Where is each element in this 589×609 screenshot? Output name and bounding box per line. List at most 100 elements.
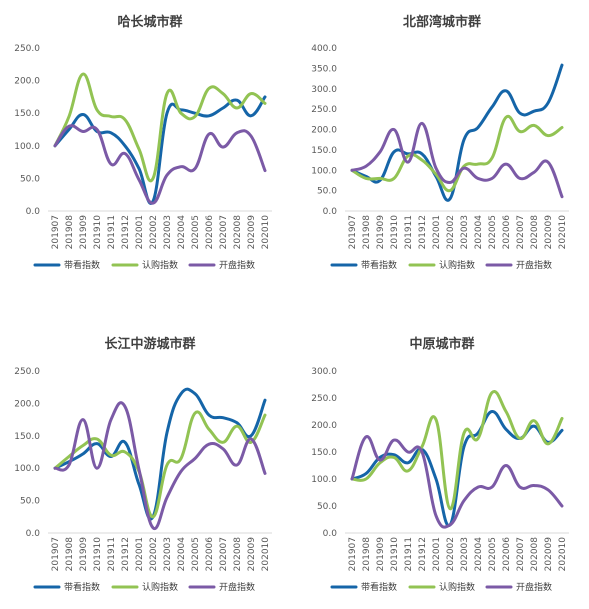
x-tick-label: 202002 <box>149 215 159 249</box>
y-tick-label: 300.0 <box>311 85 337 95</box>
chart-haichang: 哈长城市群 0.0 50.0 100.0 150.0 200.0 250.0 201907 20… <box>14 14 272 271</box>
y-tick-label: 150.0 <box>311 146 337 156</box>
x-tick-label: 202008 <box>530 215 540 250</box>
chart-title: 北部湾城市群 <box>403 14 481 30</box>
x-tick-label: 202002 <box>149 537 159 571</box>
y-tick-label: 0.0 <box>323 207 338 217</box>
x-tick-label: 201908 <box>65 537 75 572</box>
x-tick-label: 202006 <box>502 537 512 572</box>
legend-label: 带看指数 <box>64 259 100 271</box>
x-tick-label: 202004 <box>474 537 484 572</box>
legend-label: 带看指数 <box>64 581 100 593</box>
x-tick-label: 202009 <box>544 537 554 572</box>
x-tick-label: 201911 <box>107 215 117 249</box>
x-tick-label: 202006 <box>205 215 215 250</box>
x-tick-label: 201907 <box>348 537 358 571</box>
x-tick-label: 202010 <box>558 537 568 572</box>
series-line <box>53 124 267 205</box>
x-tick-label: 202007 <box>516 215 526 249</box>
x-tick-label: 202010 <box>261 537 271 572</box>
x-tick-label: 201910 <box>390 537 400 572</box>
x-tick-label: 201908 <box>65 215 75 250</box>
x-tick-label: 202008 <box>233 215 243 250</box>
x-tick-label: 201909 <box>79 537 89 572</box>
series-line <box>350 435 564 529</box>
y-tick-label: 0.0 <box>323 529 338 539</box>
x-tick-label: 201912 <box>121 537 131 571</box>
x-tick-label: 201910 <box>390 215 400 250</box>
x-tick-label: 202010 <box>261 215 271 250</box>
legend-label: 开盘指数 <box>219 259 255 271</box>
y-tick-label: 200.0 <box>14 77 40 87</box>
y-tick-label: 0.0 <box>26 207 41 217</box>
series-line <box>350 63 564 202</box>
y-tick-label: 50.0 <box>317 502 337 512</box>
x-tick-label: 201910 <box>93 215 103 250</box>
x-tick-label: 201909 <box>376 215 386 250</box>
y-tick-label: 400.0 <box>311 44 337 54</box>
x-tick-label: 202004 <box>177 215 187 250</box>
y-tick-label: 250.0 <box>311 105 337 115</box>
x-tick-label: 201911 <box>404 215 414 249</box>
x-tick-label: 201912 <box>121 215 131 249</box>
x-tick-label: 202009 <box>247 537 257 572</box>
y-tick-label: 50.0 <box>20 497 40 507</box>
x-tick-label: 202007 <box>516 537 526 571</box>
y-tick-label: 350.0 <box>311 64 337 74</box>
chart-title: 长江中游城市群 <box>104 336 195 352</box>
y-tick-label: 150.0 <box>14 109 40 119</box>
chart-beibuwan: 北部湾城市群 0.0 50.0 100.0 150.0 200.0 250.0 300.0 35… <box>311 14 569 271</box>
x-tick-label: 202006 <box>502 215 512 250</box>
legend-label: 开盘指数 <box>516 581 552 593</box>
series-line <box>350 121 564 199</box>
x-tick-label: 201907 <box>51 215 61 249</box>
y-tick-label: 200.0 <box>311 421 337 431</box>
x-tick-label: 202004 <box>177 537 187 572</box>
x-tick-label: 202010 <box>558 215 568 250</box>
x-tick-label: 202008 <box>233 537 243 572</box>
x-tick-label: 202007 <box>219 537 229 571</box>
y-tick-label: 100.0 <box>311 475 337 485</box>
y-tick-label: 100.0 <box>14 464 40 474</box>
legend-label: 开盘指数 <box>516 259 552 271</box>
y-tick-label: 250.0 <box>311 394 337 404</box>
legend-label: 认购指数 <box>439 581 475 593</box>
x-tick-label: 201908 <box>362 537 372 572</box>
series-line <box>350 114 564 193</box>
legend-label: 认购指数 <box>142 259 178 271</box>
legend-label: 带看指数 <box>361 581 397 593</box>
y-tick-label: 300.0 <box>311 367 337 377</box>
x-tick-label: 202009 <box>544 215 554 250</box>
legend-label: 认购指数 <box>439 259 475 271</box>
x-tick-label: 202003 <box>163 537 173 571</box>
x-tick-label: 202005 <box>488 215 498 249</box>
legend-label: 带看指数 <box>361 259 397 271</box>
x-tick-label: 201907 <box>51 537 61 571</box>
y-tick-label: 200.0 <box>14 399 40 409</box>
y-tick-label: 100.0 <box>14 142 40 152</box>
x-tick-label: 201912 <box>418 537 428 571</box>
x-tick-label: 201911 <box>404 537 414 571</box>
y-tick-label: 150.0 <box>311 448 337 458</box>
x-tick-label: 202001 <box>135 537 145 571</box>
x-tick-label: 202006 <box>205 537 215 572</box>
x-tick-label: 202009 <box>247 215 257 250</box>
y-tick-label: 50.0 <box>317 187 337 197</box>
y-tick-label: 200.0 <box>311 126 337 136</box>
legend-label: 开盘指数 <box>219 581 255 593</box>
x-tick-label: 202005 <box>488 537 498 571</box>
y-tick-label: 100.0 <box>311 166 337 176</box>
chart-title: 中原城市群 <box>409 336 474 352</box>
x-tick-label: 201911 <box>107 537 117 571</box>
chart-changjiang-zhongyou: 长江中游城市群 0.0 50.0 100.0 150.0 200.0 250.0 201907… <box>14 336 272 593</box>
x-tick-label: 202008 <box>530 537 540 572</box>
x-tick-label: 202001 <box>135 215 145 249</box>
legend-label: 认购指数 <box>142 581 178 593</box>
x-tick-label: 202005 <box>191 537 201 571</box>
y-tick-label: 0.0 <box>26 529 41 539</box>
series-line <box>53 401 267 531</box>
y-tick-label: 50.0 <box>20 174 40 184</box>
y-tick-label: 250.0 <box>14 44 40 54</box>
chart-zhongyuan: 中原城市群 0.0 50.0 100.0 150.0 200.0 250.0 300.0 201… <box>311 336 569 593</box>
